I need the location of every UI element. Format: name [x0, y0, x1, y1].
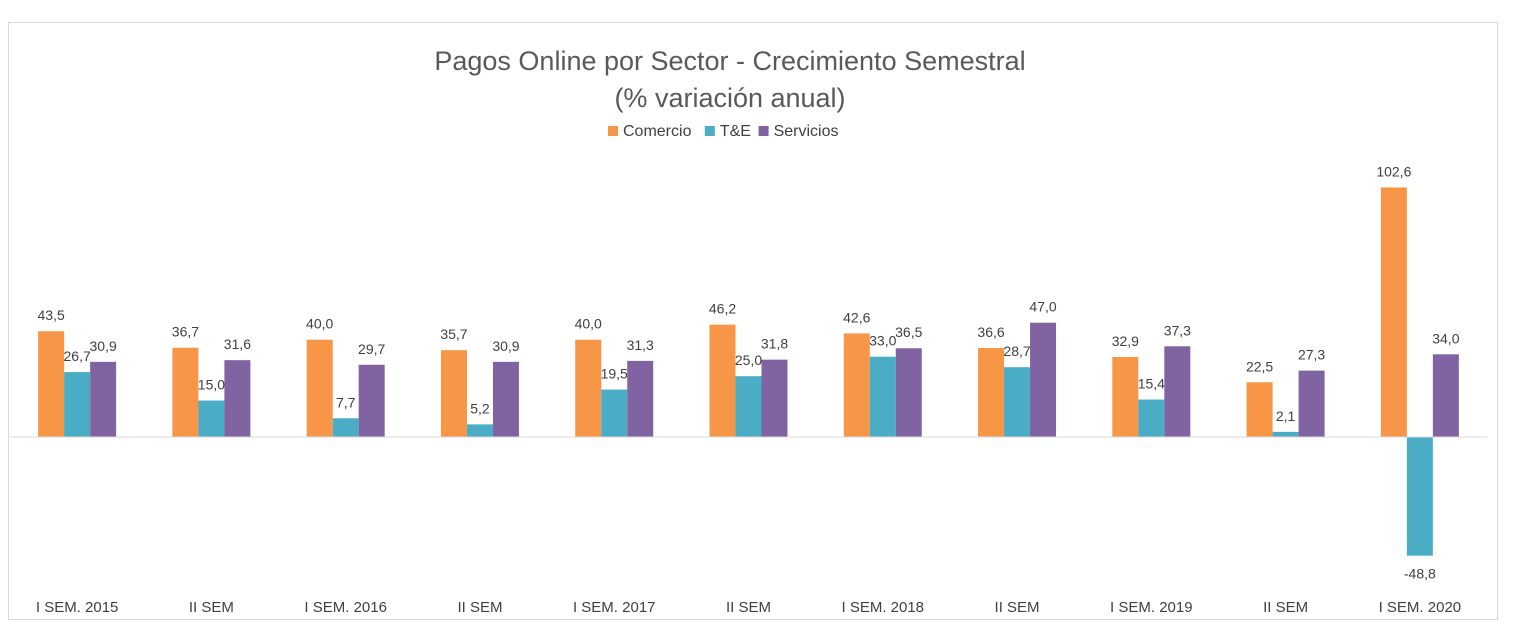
data-label-servicios: 29,7: [358, 341, 385, 357]
category-label: II SEM: [189, 599, 234, 616]
data-label-tande: 25,0: [735, 352, 762, 368]
bar-tande: [869, 356, 896, 437]
data-label-servicios: 27,3: [1298, 347, 1325, 363]
data-label-servicios: 47,0: [1029, 299, 1056, 315]
bar-servicios: [358, 364, 385, 437]
bars-layer: [38, 187, 1459, 556]
category-label: II SEM: [457, 599, 502, 616]
bar-tande: [1272, 431, 1299, 437]
data-label-comercio: 102,6: [1376, 163, 1411, 179]
data-label-comercio: 42,6: [843, 309, 870, 325]
bar-servicios: [895, 348, 922, 437]
category-label: I SEM. 2018: [841, 599, 924, 616]
bar-tande: [64, 372, 91, 437]
data-label-comercio: 36,7: [172, 324, 199, 340]
data-label-tande: 33,0: [869, 333, 896, 349]
bar-comercio: [843, 333, 870, 437]
bar-servicios: [492, 361, 519, 437]
bar-tande: [601, 389, 628, 437]
bar-servicios: [1298, 370, 1325, 437]
data-label-tande: 26,7: [64, 348, 91, 364]
data-label-comercio: 36,6: [977, 324, 1004, 340]
chart-subtitle: (% variación anual): [614, 83, 845, 113]
bar-comercio: [172, 347, 199, 437]
data-label-servicios: 34,0: [1432, 330, 1459, 346]
data-label-tande: 15,0: [198, 377, 225, 393]
bar-servicios: [90, 361, 117, 437]
data-label-comercio: 22,5: [1246, 358, 1273, 374]
data-label-comercio: 32,9: [1112, 333, 1139, 349]
category-label: I SEM. 2019: [1110, 599, 1193, 616]
bar-servicios: [627, 360, 654, 437]
bar-comercio: [978, 347, 1005, 437]
data-label-servicios: 36,5: [895, 324, 922, 340]
data-label-servicios: 30,9: [492, 338, 519, 354]
data-label-tande: 28,7: [1003, 343, 1030, 359]
data-labels-layer: 43,526,730,936,715,031,640,07,729,735,75…: [38, 163, 1460, 581]
legend-swatch-tande: [704, 126, 715, 136]
bar-comercio: [1380, 187, 1407, 437]
data-label-comercio: 46,2: [709, 301, 736, 317]
legend-label-tande: T&E: [720, 123, 751, 140]
bar-servicios: [1164, 346, 1191, 437]
data-label-tande: 5,2: [470, 400, 490, 416]
category-labels-layer: I SEM. 2015 II SEM I SEM. 2016 II SEM I SEM.…: [36, 599, 1461, 616]
category-label: II SEM: [995, 599, 1040, 616]
legend-label-comercio: Comercio: [623, 123, 692, 140]
bar-servicios: [761, 359, 788, 437]
chart-title: Pagos Online por Sector - Crecimiento Se…: [434, 46, 1025, 76]
legend: Comercio T&E Servicios: [608, 123, 839, 140]
bar-comercio: [306, 339, 333, 437]
bar-tande: [332, 418, 359, 437]
data-label-servicios: 30,9: [90, 338, 117, 354]
data-label-servicios: 31,3: [627, 337, 654, 353]
category-label: II SEM: [1263, 599, 1308, 616]
legend-label-servicios: Servicios: [774, 123, 839, 140]
legend-swatch-comercio: [608, 126, 618, 136]
data-label-tande: 7,7: [336, 394, 356, 410]
bar-comercio: [575, 339, 602, 437]
bar-tande: [466, 424, 493, 437]
data-label-comercio: 40,0: [306, 316, 333, 332]
bar-comercio: [1246, 382, 1273, 437]
bar-tande: [1004, 367, 1031, 437]
category-label: I SEM. 2017: [573, 599, 656, 616]
data-label-servicios: 31,8: [761, 336, 788, 352]
bar-tande: [1138, 399, 1165, 437]
bar-servicios: [224, 360, 251, 437]
bar-comercio: [38, 331, 65, 437]
chart-frame: [8, 22, 1498, 620]
data-label-tande: -48,8: [1404, 566, 1436, 582]
data-label-tande: 19,5: [601, 366, 628, 382]
bar-servicios: [1432, 354, 1459, 437]
legend-swatch-servicios: [758, 126, 769, 136]
category-label: I SEM. 2015: [36, 599, 119, 616]
data-label-tande: 15,4: [1138, 376, 1165, 392]
data-label-comercio: 40,0: [575, 316, 602, 332]
data-label-tande: 2,1: [1276, 408, 1296, 424]
bar-servicios: [1030, 322, 1057, 437]
data-label-servicios: 37,3: [1164, 322, 1191, 338]
category-label: I SEM. 2020: [1379, 599, 1462, 616]
data-label-comercio: 43,5: [38, 307, 65, 323]
bar-tande: [735, 376, 762, 437]
data-label-servicios: 31,6: [224, 336, 251, 352]
bar-comercio: [709, 324, 736, 437]
bar-tande: [198, 400, 225, 437]
data-label-comercio: 35,7: [440, 326, 467, 342]
bar-tande: [1406, 437, 1433, 556]
category-label: II SEM: [726, 599, 771, 616]
bar-comercio: [1112, 356, 1139, 437]
category-label: I SEM. 2016: [304, 599, 387, 616]
bar-comercio: [440, 350, 467, 437]
